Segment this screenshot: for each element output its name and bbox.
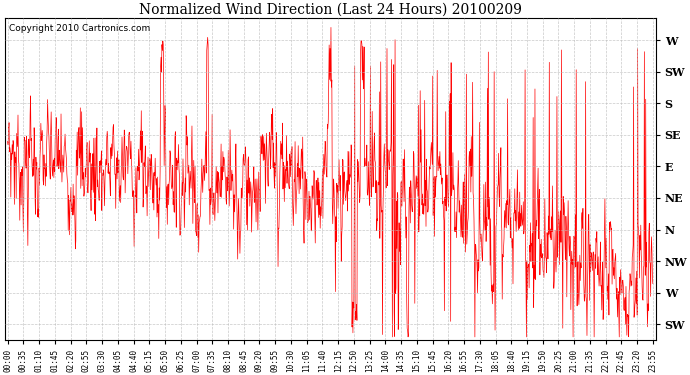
Title: Normalized Wind Direction (Last 24 Hours) 20100209: Normalized Wind Direction (Last 24 Hours… [139,3,522,17]
Text: Copyright 2010 Cartronics.com: Copyright 2010 Cartronics.com [9,24,150,33]
